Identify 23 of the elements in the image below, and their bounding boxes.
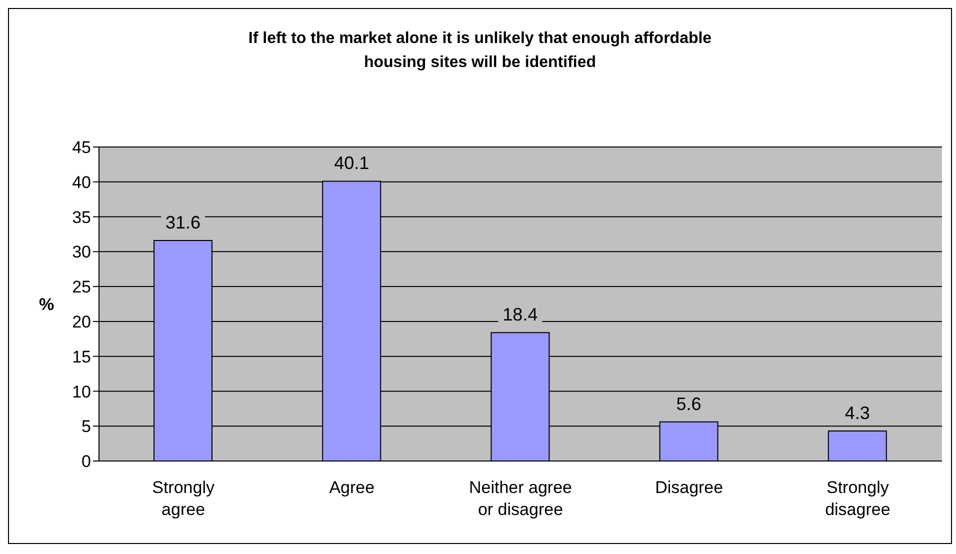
data-label: 18.4 [502,304,538,325]
y-tick-label: 20 [72,312,91,332]
y-tick-label: 45 [72,138,91,158]
bar [828,430,887,461]
x-tick-label: Agree [329,478,375,497]
y-tick-label: 10 [72,382,91,402]
y-tick-label: 0 [82,452,91,472]
x-tick-label: Disagree [655,478,724,497]
data-label: 40.1 [334,153,370,174]
x-tick-label: Strongly agree [152,478,215,519]
data-label: 4.3 [844,402,870,423]
x-tick-label: Neither agree or disagree [468,478,572,519]
y-tick-label: 25 [72,278,91,297]
data-label: 31.6 [165,212,201,232]
data-label: 5.6 [676,394,702,414]
y-tick-label: 15 [72,347,91,366]
y-axis-title: % [39,295,54,314]
chart-title: If left to the market alone it is unlikely that enough affordable housing sites will be identified [247,29,713,73]
y-tick-label: 35 [72,208,91,227]
y-tick-label: 40 [72,172,91,192]
y-tick-label: 5 [82,417,91,436]
x-tick-label: Strongly disagree [825,478,890,519]
y-tick-label: 30 [72,242,91,262]
